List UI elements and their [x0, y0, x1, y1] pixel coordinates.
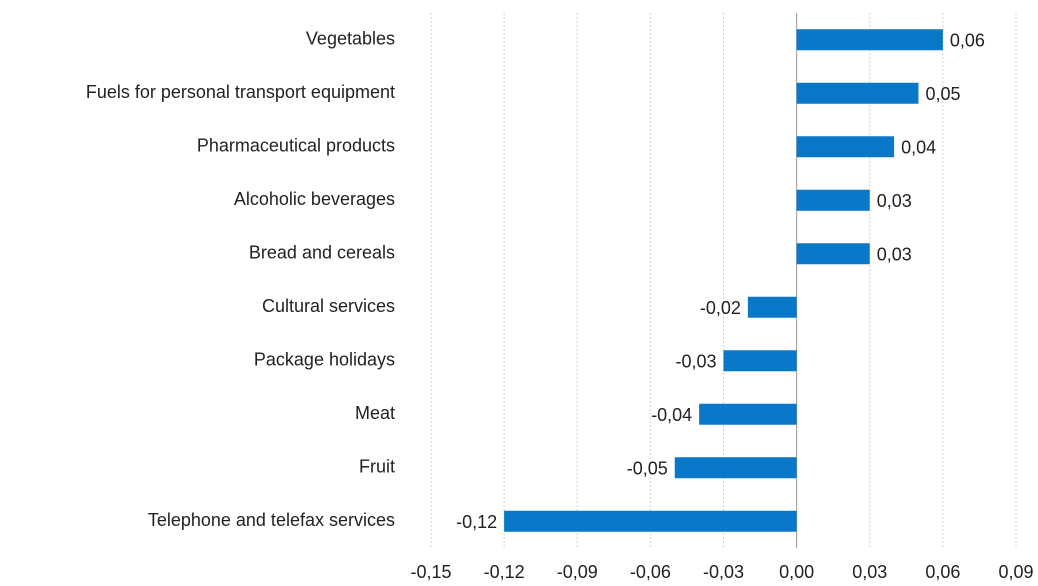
x-tick-label: -0,09: [557, 562, 598, 582]
bar: [796, 189, 870, 211]
bar: [796, 82, 919, 104]
category-label: Telephone and telefax services: [148, 510, 395, 530]
value-label: 0,03: [877, 191, 912, 211]
bar: [796, 136, 895, 158]
x-tick-label: 0,09: [998, 562, 1033, 582]
category-label: Pharmaceutical products: [197, 136, 395, 156]
value-label: -0,02: [700, 298, 741, 318]
category-label: Meat: [355, 403, 395, 423]
value-label: 0,05: [926, 84, 961, 104]
category-label: Alcoholic beverages: [234, 189, 395, 209]
value-label: -0,05: [627, 459, 668, 479]
category-label: Fruit: [359, 457, 395, 477]
bar: [796, 29, 943, 51]
bar: [723, 350, 797, 372]
x-tick-label: 0,06: [925, 562, 960, 582]
bar: [796, 243, 870, 265]
category-label: Vegetables: [306, 29, 395, 49]
value-label: 0,06: [950, 31, 985, 51]
value-label: 0,04: [901, 138, 936, 158]
value-label: -0,04: [651, 405, 692, 425]
x-tick-label: -0,15: [410, 562, 451, 582]
category-label: Package holidays: [254, 350, 395, 370]
x-tick-label: -0,06: [630, 562, 671, 582]
bar: [699, 403, 797, 425]
category-label: Cultural services: [262, 296, 395, 316]
bar: [674, 457, 797, 479]
x-tick-label: 0,03: [852, 562, 887, 582]
category-label: Bread and cereals: [249, 243, 395, 263]
x-tick-label: -0,12: [484, 562, 525, 582]
value-label: -0,03: [675, 352, 716, 372]
category-label: Fuels for personal transport equipment: [86, 82, 395, 102]
x-tick-label: 0,00: [779, 562, 814, 582]
bar: [747, 296, 797, 318]
x-tick-label: -0,03: [703, 562, 744, 582]
value-label: -0,12: [456, 512, 497, 532]
value-label: 0,03: [877, 245, 912, 265]
bar: [504, 510, 797, 532]
